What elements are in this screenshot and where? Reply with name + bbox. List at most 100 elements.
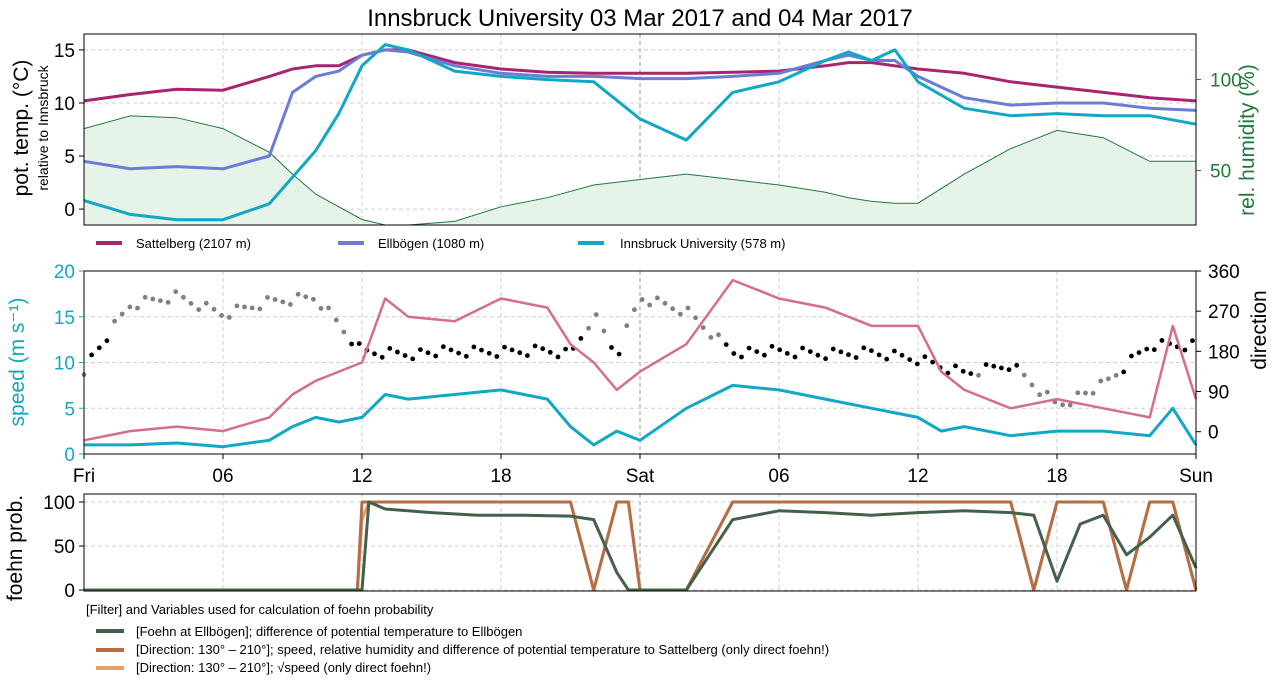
p2-ytick-right-label: 180 bbox=[1208, 342, 1240, 363]
direction-dot bbox=[135, 305, 140, 311]
direction-dot bbox=[104, 338, 110, 344]
panel1-frame bbox=[83, 33, 1197, 226]
direction-dot bbox=[326, 305, 331, 311]
direction-dot bbox=[609, 345, 614, 350]
direction-dot bbox=[234, 303, 240, 309]
direction-dot bbox=[578, 336, 584, 341]
direction-dot bbox=[165, 300, 171, 305]
direction-dot bbox=[272, 297, 278, 302]
direction-dot bbox=[884, 356, 890, 362]
direction-dot bbox=[731, 351, 737, 356]
x-tick-label: Sun bbox=[1179, 466, 1213, 487]
direction-dot bbox=[494, 354, 500, 359]
direction-dot bbox=[677, 311, 683, 317]
p1-ytick-label: 15 bbox=[54, 41, 75, 62]
x-tick-label: 12 bbox=[907, 466, 928, 487]
direction-dot bbox=[1136, 350, 1142, 355]
direction-dot bbox=[960, 368, 966, 374]
direction-dot bbox=[265, 295, 270, 300]
legend-temperature: Sattelberg (2107 m) Ellbögen (1080 m) In… bbox=[96, 236, 785, 251]
direction-dot bbox=[479, 347, 484, 353]
panel-wind: 0 5 10 15 20 0 90 180 270 360 Fri 06 12 18 Sat 06 12 18… bbox=[6, 262, 1271, 487]
panel1-ylabel: pot. temp. (°C) bbox=[10, 60, 33, 197]
direction-dot bbox=[601, 328, 607, 334]
direction-dot bbox=[448, 347, 454, 353]
direction-dot bbox=[624, 323, 630, 329]
direction-dot bbox=[1014, 362, 1020, 368]
panel3-frame bbox=[83, 493, 1197, 592]
p3-ytick-label: 50 bbox=[54, 537, 75, 558]
direction-dot bbox=[746, 345, 752, 351]
direction-dot bbox=[196, 307, 202, 312]
direction-dot bbox=[502, 344, 507, 350]
direction-dot bbox=[632, 307, 637, 313]
direction-dot bbox=[999, 365, 1004, 371]
direction-dot bbox=[356, 341, 362, 346]
x-tick-label: 18 bbox=[490, 466, 511, 487]
direction-dot bbox=[662, 300, 668, 306]
humidity-line bbox=[83, 115, 1196, 226]
panel2-ylabel-right: direction bbox=[1248, 290, 1271, 369]
direction-dot bbox=[777, 347, 783, 353]
direction-dot bbox=[318, 306, 324, 311]
direction-dot bbox=[639, 297, 645, 302]
direction-dot bbox=[700, 325, 706, 330]
direction-dot bbox=[1098, 378, 1104, 384]
p2-ytick-right-label: 0 bbox=[1208, 423, 1219, 444]
direction-dot bbox=[226, 315, 232, 320]
direction-dot bbox=[1144, 346, 1150, 352]
direction-dot bbox=[150, 296, 156, 302]
direction-dot bbox=[869, 348, 874, 354]
direction-dot bbox=[693, 315, 698, 321]
direction-dot bbox=[563, 346, 568, 352]
direction-dot bbox=[616, 351, 622, 357]
direction-dot bbox=[1113, 373, 1119, 378]
direction-dot bbox=[976, 372, 981, 378]
direction-dot bbox=[257, 306, 263, 312]
p1-ytick-right-label: 100 bbox=[1210, 70, 1242, 91]
direction-dot bbox=[242, 304, 247, 310]
direction-dot bbox=[142, 294, 148, 300]
direction-dot bbox=[716, 332, 721, 338]
direction-dot bbox=[1159, 338, 1165, 343]
direction-dot bbox=[1044, 389, 1050, 395]
direction-dot bbox=[769, 343, 775, 349]
direction-dot bbox=[158, 298, 163, 304]
direction-dot bbox=[456, 350, 461, 356]
direction-dot bbox=[249, 305, 255, 311]
direction-dot bbox=[1075, 390, 1081, 396]
direction-dot bbox=[968, 371, 974, 376]
direction-dot bbox=[899, 352, 905, 358]
p2-ytick-label: 15 bbox=[54, 308, 75, 329]
legend3-item-orange: [Direction: 130° – 210°]; √speed (only d… bbox=[136, 660, 431, 675]
direction-dot bbox=[211, 306, 217, 312]
direction-dot bbox=[96, 345, 102, 351]
direction-dot bbox=[1182, 347, 1188, 353]
direction-dot bbox=[1021, 372, 1027, 378]
direction-dot bbox=[1060, 402, 1065, 408]
innsbruck-line bbox=[83, 43, 1197, 222]
direction-dot bbox=[792, 354, 798, 360]
direction-dot bbox=[892, 348, 897, 354]
direction-dot bbox=[1151, 347, 1157, 353]
direction-dot bbox=[425, 350, 431, 356]
direction-dot bbox=[311, 296, 316, 302]
direction-dot bbox=[303, 294, 309, 300]
direction-dot bbox=[861, 345, 867, 351]
ellboegen-line bbox=[83, 48, 1197, 171]
direction-dot bbox=[983, 362, 989, 367]
direction-dot bbox=[555, 354, 561, 360]
panel-foehn-probability: 0 50 100 foehn prob. bbox=[4, 493, 1198, 602]
x-tick-label: Fri bbox=[73, 466, 95, 487]
direction-dot bbox=[670, 306, 676, 312]
direction-dot bbox=[471, 344, 477, 350]
direction-dot bbox=[463, 353, 469, 359]
direction-dot bbox=[372, 351, 377, 357]
p3-ytick-label: 100 bbox=[43, 493, 75, 514]
legend3-item-brown: [Direction: 130° – 210°]; speed, relativ… bbox=[136, 642, 829, 657]
direction-dot bbox=[846, 352, 851, 358]
direction-dot bbox=[685, 305, 691, 311]
direction-dot bbox=[532, 343, 538, 349]
direction-dot bbox=[547, 349, 553, 355]
figure-title: Innsbruck University 03 Mar 2017 and 04 … bbox=[367, 5, 913, 32]
